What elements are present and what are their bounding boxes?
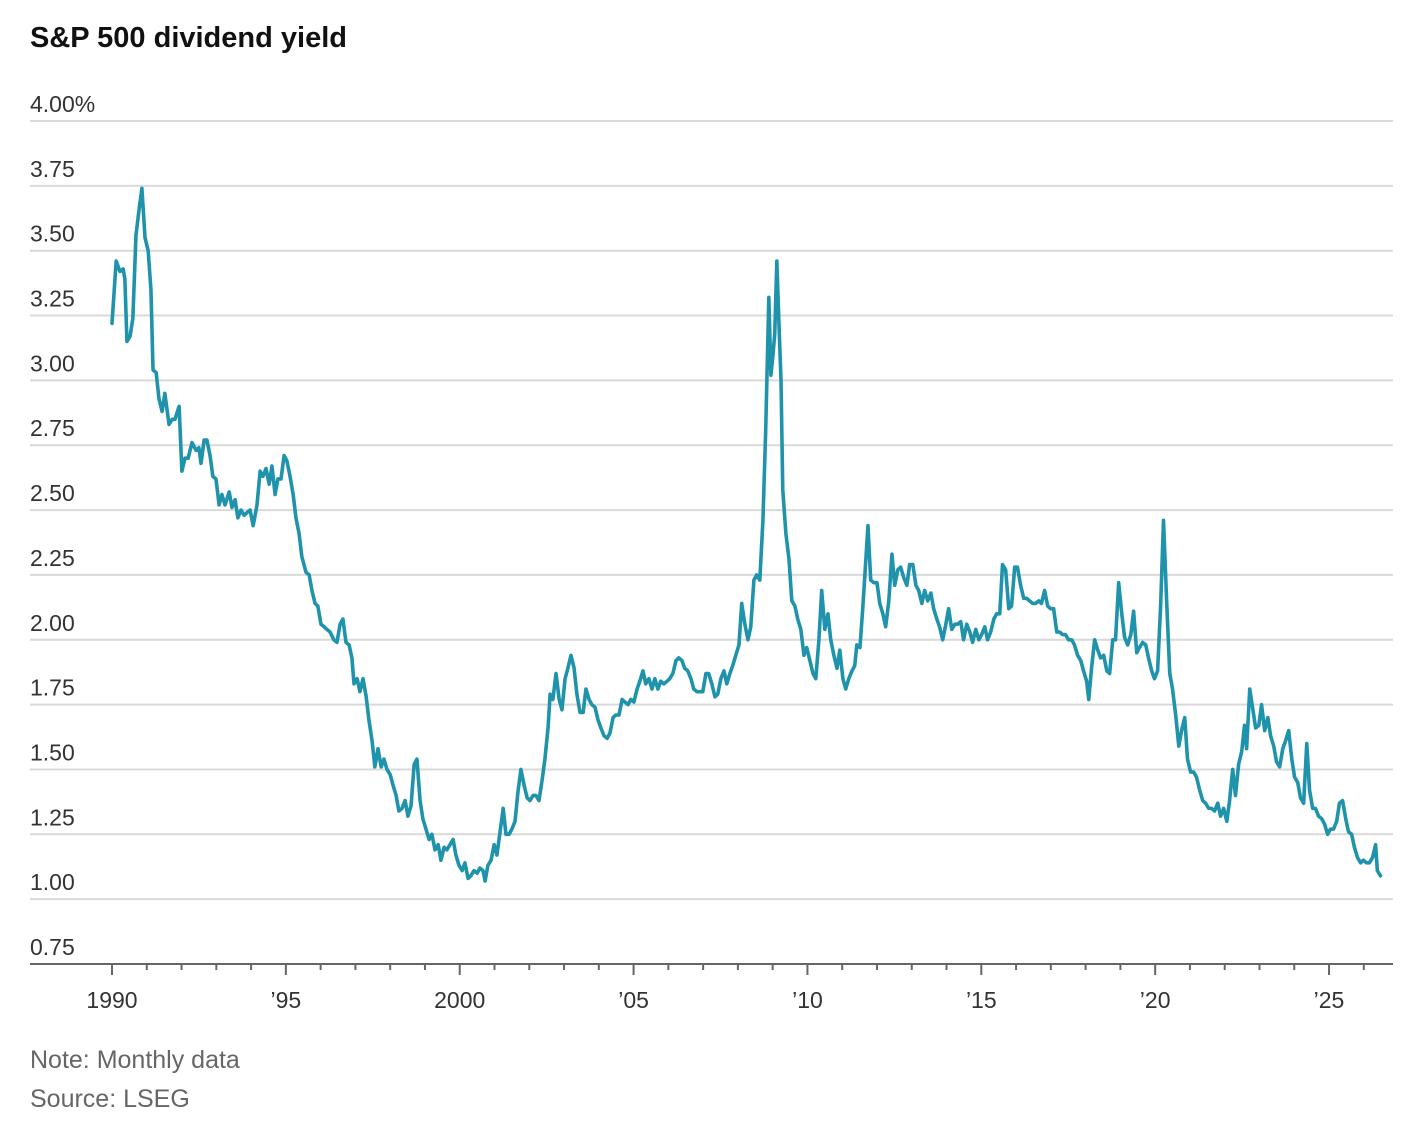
y-tick-label: 1.50 xyxy=(30,739,75,765)
y-tick-label: 3.75 xyxy=(30,156,75,182)
x-tick-label: ’05 xyxy=(618,987,649,1013)
y-tick-label: 1.75 xyxy=(30,675,75,701)
y-tick-label: 3.50 xyxy=(30,221,75,247)
y-tick-label: 2.75 xyxy=(30,415,75,441)
y-tick-label: 2.50 xyxy=(30,480,75,506)
x-tick-label: ’25 xyxy=(1314,987,1345,1013)
source: Source: LSEG xyxy=(30,1085,190,1113)
y-tick-label: 1.00 xyxy=(30,869,75,895)
x-tick-label: 1990 xyxy=(86,987,137,1013)
chart-title: S&P 500 dividend yield xyxy=(30,22,347,54)
x-tick-label: ’20 xyxy=(1140,987,1171,1013)
x-tick-label: ’15 xyxy=(966,987,997,1013)
data-line xyxy=(110,186,1383,883)
x-tick-label: ’95 xyxy=(271,987,302,1013)
note: Note: Monthly data xyxy=(30,1046,240,1074)
y-tick-label: 3.00 xyxy=(30,350,75,376)
x-tick-label: ’10 xyxy=(792,987,823,1013)
y-tick-label: 0.75 xyxy=(30,934,75,960)
x-tick-label: 2000 xyxy=(434,987,485,1013)
y-tick-label: 3.25 xyxy=(30,286,75,312)
y-tick-label: 2.00 xyxy=(30,610,75,636)
y-tick-label: 4.00% xyxy=(30,91,95,117)
y-tick-label: 2.25 xyxy=(30,545,75,571)
y-tick-label: 1.25 xyxy=(30,804,75,830)
